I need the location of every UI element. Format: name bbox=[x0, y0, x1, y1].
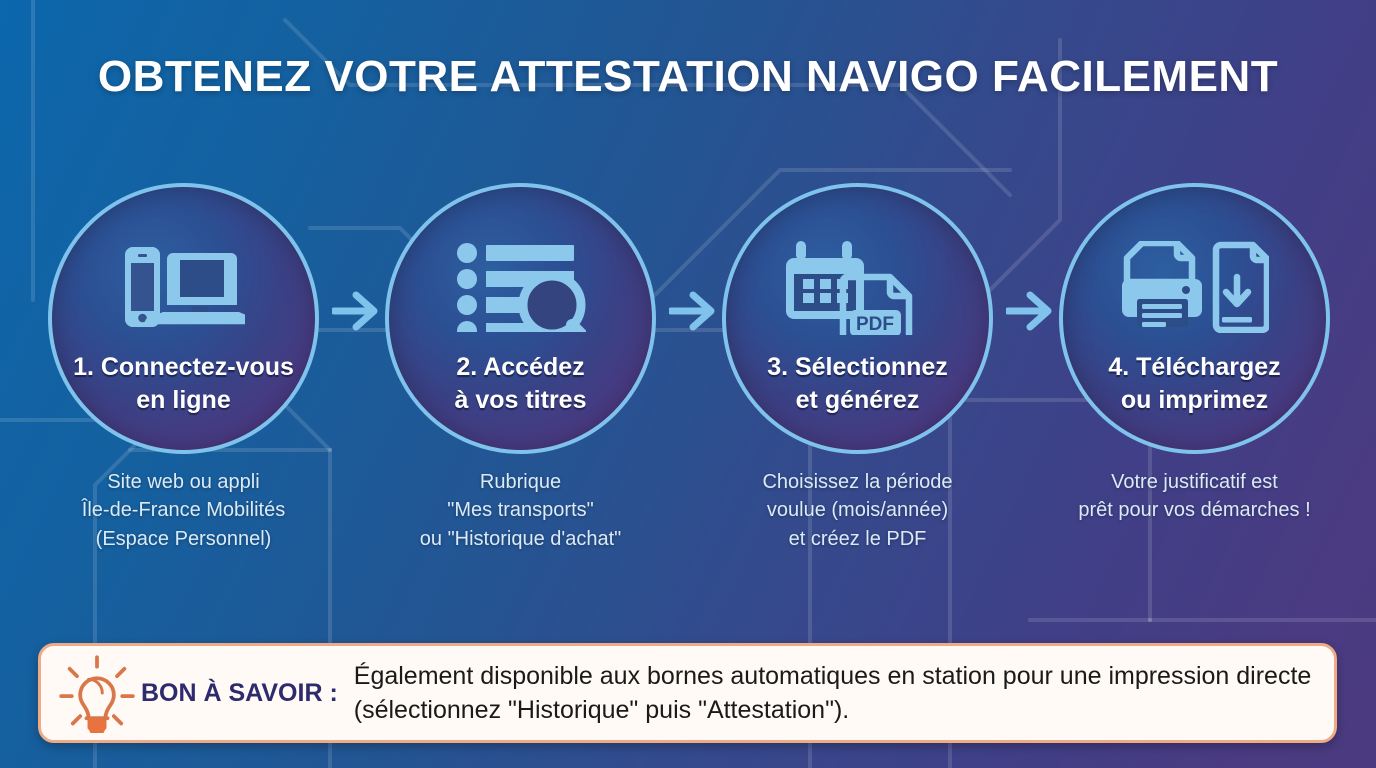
svg-text:PDF: PDF bbox=[856, 314, 894, 335]
